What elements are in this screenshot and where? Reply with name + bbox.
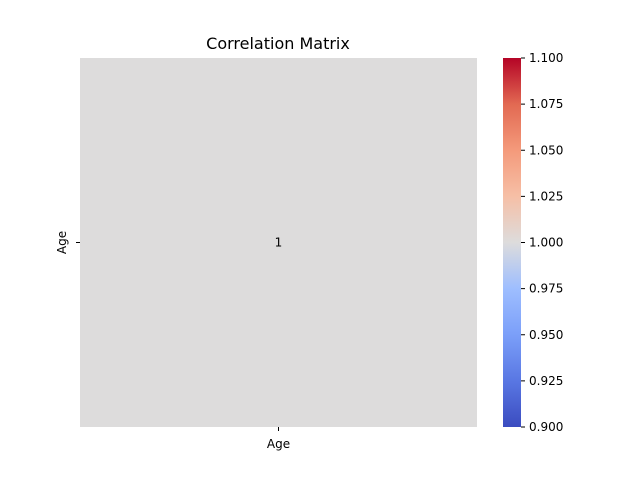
colorbar-tick-label: 1.075 — [529, 97, 563, 111]
heatmap-cell — [80, 58, 477, 427]
colorbar-tick-label: 0.975 — [529, 282, 563, 296]
colorbar-tick-label: 0.925 — [529, 374, 563, 388]
colorbar-tick-label: 1.000 — [529, 236, 563, 250]
chart-title: Correlation Matrix — [206, 34, 350, 53]
colorbar-tick-label: 1.100 — [529, 51, 563, 65]
colorbar-tick-label: 1.025 — [529, 189, 563, 203]
colorbar-ticks: 0.900 0.925 0.950 0.975 1.000 1.025 1.050 1.075… — [521, 51, 563, 434]
heatmap-cells: 1 — [80, 58, 477, 427]
x-tick-label: Age — [267, 437, 290, 451]
colorbar-tick-label: 1.050 — [529, 143, 563, 157]
colorbar-tick-label: 0.900 — [529, 420, 563, 434]
y-tick-label: Age — [55, 231, 69, 254]
cell-annotation: 1 — [275, 236, 283, 250]
heatmap-axes: Age Age — [55, 231, 290, 451]
colorbar-tick-label: 0.950 — [529, 328, 563, 342]
colorbar — [503, 58, 521, 427]
